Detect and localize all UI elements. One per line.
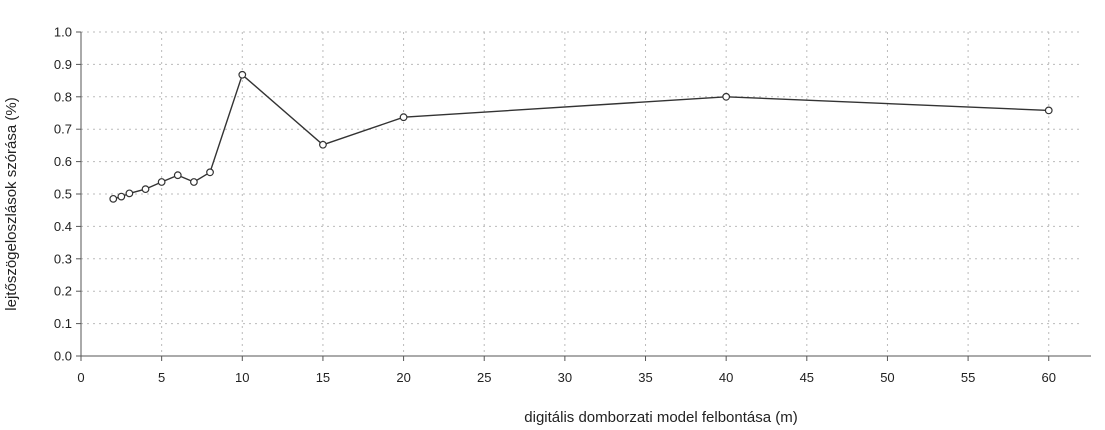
x-tick-label: 55 [961, 370, 975, 385]
x-tick-label: 15 [316, 370, 330, 385]
y-tick-label: 0.0 [54, 349, 72, 364]
data-point-marker [109, 194, 118, 203]
grid-layer [81, 31, 1081, 356]
data-point-marker [319, 140, 327, 149]
x-tick-label: 20 [396, 370, 410, 385]
labels-layer: digitális domborzati model felbontása (m… [3, 25, 1056, 427]
data-point-marker [206, 168, 214, 177]
x-axis-title: digitális domborzati model felbontása (m… [524, 409, 797, 425]
data-point-marker [1044, 106, 1053, 115]
y-tick-label: 0.9 [54, 57, 72, 72]
data-point-marker [238, 70, 247, 79]
y-tick-label: 0.3 [54, 251, 72, 266]
series-line [113, 73, 1049, 200]
x-tick-label: 0 [77, 370, 84, 385]
x-tick-label: 45 [800, 370, 814, 385]
y-tick-label: 0.6 [54, 154, 72, 169]
data-point-marker [190, 178, 198, 186]
x-tick-label: 35 [638, 370, 652, 385]
data-point-marker [173, 171, 182, 180]
x-tick-label: 40 [719, 370, 733, 385]
x-tick-label: 60 [1042, 370, 1056, 385]
x-tick-label: 5 [158, 370, 165, 385]
y-axis-title: lejtőszögeloszlások szórása (%) [3, 97, 20, 310]
axes-layer [76, 31, 1091, 361]
data-point-marker [399, 113, 408, 122]
y-tick-label: 0.4 [54, 219, 72, 234]
series-layer [109, 70, 1053, 203]
x-tick-label: 10 [235, 370, 249, 385]
data-point-marker [125, 189, 134, 198]
y-tick-label: 0.5 [54, 187, 72, 202]
data-point-marker [722, 92, 731, 101]
x-tick-label: 25 [477, 370, 491, 385]
x-tick-label: 30 [558, 370, 572, 385]
data-point-marker [157, 178, 166, 186]
y-tick-label: 0.8 [54, 89, 72, 104]
data-point-marker [141, 185, 150, 194]
data-point-marker [117, 192, 126, 201]
y-tick-label: 0.7 [54, 122, 72, 137]
y-tick-label: 0.2 [54, 284, 72, 299]
y-tick-label: 0.1 [54, 316, 72, 331]
x-tick-label: 50 [880, 370, 894, 385]
y-tick-label: 1.0 [54, 25, 72, 40]
